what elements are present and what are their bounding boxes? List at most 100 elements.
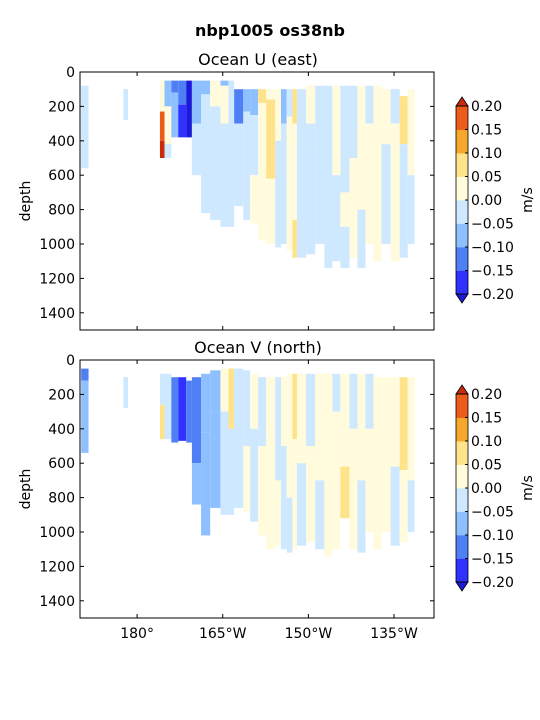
field-cell-30-0 [373,85,382,158]
field-cell-10-1 [220,411,229,515]
field-cell-21-0 [296,89,307,141]
x-tick-label-2: 150°W [285,626,333,642]
field-cell-10-0 [220,80,229,86]
field-cell-6-0 [186,80,192,138]
field-cell-5-1 [178,104,187,138]
field-cell-17-1 [275,140,281,248]
colorbar-swatch-4 [456,464,468,489]
field-cell-23-0 [315,85,325,148]
field-cell-1-0 [123,377,128,409]
colorbar-tick-label-2: −0.10 [471,240,514,256]
y-tick-label-0: 0 [66,353,75,369]
field-cell-9-2 [210,182,221,220]
field-cell-0-0 [81,85,89,169]
panel-v-title: Ocean V (north) [194,338,322,357]
field-cell-14-0 [250,89,259,115]
field-cell-3-0 [164,373,172,405]
field-cell-2-2 [159,140,165,158]
colorbar-swatch-2 [456,511,468,536]
field-cell-31-1 [381,144,391,244]
field-cell-18-0 [280,377,287,446]
y-tick-label-7: 1400 [39,594,75,610]
field-cell-20-0 [292,373,297,440]
field-cell-24-0 [324,85,333,124]
panel-u-axes-frame [79,71,435,331]
field-cell-15-1 [258,102,267,179]
field-cell-7-0 [191,80,202,124]
field-cell-34-1 [407,175,415,244]
field-cell-12-0 [234,368,244,412]
colorbar-swatch-6 [456,129,468,154]
colorbar-swatch-5 [456,153,468,177]
colorbar-extend-low [455,293,469,304]
colorbar-tick-label-8: 0.20 [471,387,502,403]
field-cell-31-0 [381,377,391,412]
colorbar-swatch-4 [456,176,468,201]
field-cell-32-0 [390,89,400,124]
field-cell-17-0 [275,377,281,481]
field-cell-13-0 [243,370,251,446]
field-cell-22-1 [306,123,316,255]
field-cell-6-0 [186,380,192,443]
field-cell-28-1 [357,209,366,269]
field-cell-19-0 [286,373,293,498]
field-cell-7-0 [191,377,202,464]
colorbar-tick-label-6: 0.10 [471,146,502,162]
colorbar-tick-label-1: −0.15 [471,264,514,280]
field-cell-12-0 [234,89,244,124]
field-cell-25-0 [332,85,341,176]
y-tick-label-5: 1000 [39,237,75,253]
y-tick-label-0: 0 [66,65,75,81]
y-tick-label-5: 1000 [39,525,75,541]
colorbar-extend-high [455,384,469,395]
field-cell-10-0 [220,368,229,412]
colorbar-extend-high [455,96,469,107]
field-cell-24-1 [324,446,333,557]
x-tick-label-0: 180° [120,626,154,642]
field-cell-15-0 [258,377,267,446]
colorbar-tick-label-6: 0.10 [471,434,502,450]
field-cell-27-0 [349,85,358,158]
field-cell-22-1 [306,446,316,543]
field-cell-16-2 [266,178,276,244]
field-cell-10-1 [220,85,229,124]
y-tick-label-3: 600 [48,168,75,184]
field-cell-34-0 [407,377,415,481]
field-cell-28-0 [357,85,366,210]
colorbar-swatch-5 [456,441,468,465]
colorbar-swatch-7 [456,394,468,418]
colorbar-swatch-1 [456,535,468,559]
field-cell-21-0 [296,373,307,464]
field-cell-33-0 [399,377,408,471]
field-cell-19-1 [286,497,293,553]
field-cell-30-0 [373,377,382,464]
field-cell-26-1 [340,192,350,227]
field-cell-20-2 [292,219,297,258]
colorbar-tick-label-5: 0.05 [471,458,502,474]
field-cell-2-1 [159,111,165,141]
colorbar-swatch-6 [456,417,468,442]
y-tick-label-2: 400 [48,134,75,150]
field-cell-19-1 [286,116,293,251]
field-cell-5-0 [178,80,187,105]
field-cell-19-0 [286,89,293,117]
field-cell-31-1 [381,411,391,532]
field-cell-25-1 [332,175,341,262]
panel-v-axes-frame [79,359,435,619]
field-cell-26-0 [340,85,350,193]
panel-u: Ocean U (east) 0 200 400 600 800 1000 1200 1400… [18,50,536,331]
field-cell-2-0 [159,373,165,405]
field-cell-34-0 [407,89,415,176]
colorbar-tick-label-3: −0.05 [471,217,514,233]
field-cell-1-0 [123,89,128,121]
colorbar-tick-label-4: 0.00 [471,193,502,209]
field-cell-8-0 [201,80,211,95]
field-cell-23-0 [315,373,325,481]
y-tick-label-2: 400 [48,422,75,438]
field-cell-9-1 [210,411,221,508]
field-cell-23-1 [315,147,325,244]
field-cell-27-1 [349,428,358,550]
field-cell-29-0 [365,85,374,124]
y-tick-label-3: 600 [48,456,75,472]
colorbar-tick-label-7: 0.15 [471,123,502,139]
